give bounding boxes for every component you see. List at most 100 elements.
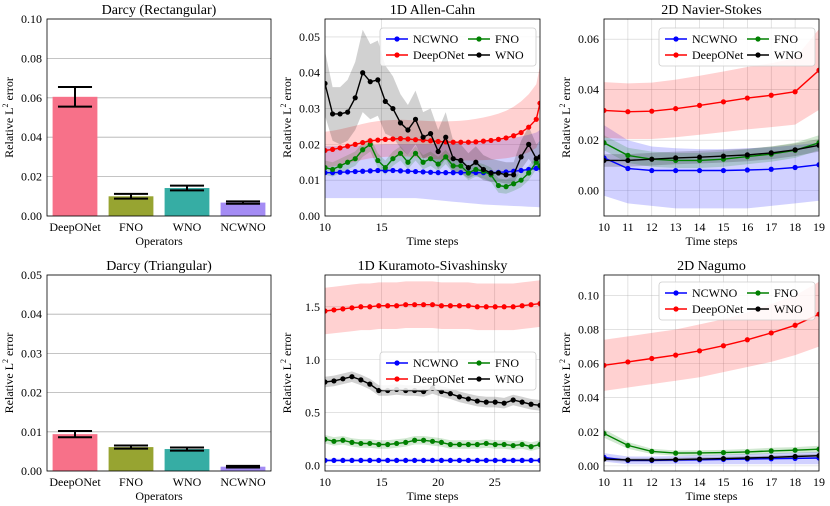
data-point <box>376 457 382 464</box>
x-tick-label: 19 <box>813 475 825 489</box>
data-point <box>696 456 703 462</box>
data-point <box>483 440 489 447</box>
data-point <box>625 165 631 172</box>
data-point <box>604 362 607 368</box>
data-point <box>397 168 404 174</box>
y-tick-label: 0.02 <box>578 425 599 439</box>
data-point <box>345 159 351 165</box>
data-point <box>325 80 328 87</box>
y-tick-label: 0.08 <box>21 51 42 65</box>
data-point <box>528 401 534 407</box>
chart-title: 2D Nagumo <box>677 259 746 274</box>
confidence-band <box>325 29 540 184</box>
data-point <box>385 457 391 464</box>
data-point <box>394 440 400 447</box>
y-tick-label: 0.03 <box>21 346 42 360</box>
legend-marker <box>755 306 761 312</box>
legend: NCWNO FNO DeepONet WNO <box>379 27 537 67</box>
x-tick-label: 25 <box>489 475 501 489</box>
data-point <box>420 134 426 140</box>
data-point <box>510 442 516 449</box>
plot-frame <box>324 274 541 472</box>
data-point <box>443 170 449 176</box>
data-point <box>768 448 774 454</box>
data-point <box>792 447 798 453</box>
plot-frame <box>46 274 272 472</box>
data-point <box>816 67 819 73</box>
y-axis-label: Relative L2 error <box>558 333 573 414</box>
x-tick-label: 10 <box>598 475 610 489</box>
data-point <box>537 154 540 160</box>
x-tick-label: 10 <box>319 475 331 489</box>
legend-box <box>658 281 816 321</box>
data-point <box>518 177 524 183</box>
x-tick-label: WNO <box>173 220 202 234</box>
chart-title: Darcy (Rectangular) <box>102 3 217 18</box>
legend-label: WNO <box>774 48 803 62</box>
data-point <box>696 450 703 456</box>
x-tick-label: FNO <box>119 475 143 489</box>
data-point <box>465 170 471 176</box>
data-point <box>537 301 540 307</box>
x-tick-label: 20 <box>432 475 444 489</box>
legend-marker <box>476 376 482 382</box>
data-point <box>352 141 358 147</box>
data-point <box>427 169 434 175</box>
y-tick-label: 0.04 <box>299 66 320 80</box>
data-point <box>420 302 427 308</box>
data-point <box>375 157 381 164</box>
data-point <box>816 142 819 148</box>
chart-panel: 10 11 12 13 14 15 16 17 18 19 0.00 0.02 0.04 0.06 NCWN… <box>578 3 825 248</box>
data-point <box>325 436 328 442</box>
data-point <box>337 163 343 169</box>
data-point <box>510 457 516 464</box>
data-point <box>720 153 727 159</box>
y-tick-label: 0.5 <box>305 406 320 420</box>
x-tick-label: 13 <box>670 220 682 234</box>
data-point <box>352 156 358 162</box>
data-point <box>528 457 534 464</box>
bar <box>164 449 210 471</box>
data-point <box>429 457 436 464</box>
data-point <box>397 136 404 142</box>
data-point <box>625 152 631 158</box>
data-point <box>528 302 534 308</box>
data-point <box>337 111 343 117</box>
data-point <box>412 457 418 464</box>
data-point <box>367 304 373 310</box>
data-point <box>450 156 456 162</box>
data-point <box>376 303 382 309</box>
legend-marker <box>755 52 761 58</box>
data-point <box>696 167 703 174</box>
data-point <box>450 163 456 169</box>
data-point <box>435 148 441 155</box>
legend-marker <box>755 36 761 42</box>
data-point <box>349 439 355 445</box>
legend: NCWNO FNO DeepONet WNO <box>658 27 816 67</box>
data-point <box>458 170 464 176</box>
data-point <box>337 145 343 151</box>
data-point <box>340 437 346 443</box>
y-tick-label: 0.10 <box>21 12 42 26</box>
data-point <box>495 182 502 189</box>
data-point <box>349 374 355 380</box>
legend-marker <box>394 52 400 58</box>
legend-label: NCWNO <box>413 356 459 370</box>
data-point <box>474 398 480 404</box>
data-point <box>412 137 419 143</box>
data-point <box>503 184 509 190</box>
series-line <box>604 142 819 162</box>
data-point <box>792 89 798 95</box>
y-tick-label: 0.04 <box>578 83 599 97</box>
data-point <box>503 172 509 178</box>
data-point <box>412 168 419 175</box>
data-point <box>792 147 798 153</box>
data-point <box>394 457 400 464</box>
y-axis-label: Relative L2 error <box>558 77 573 158</box>
data-point <box>427 131 434 137</box>
x-tick-label: 16 <box>741 475 753 489</box>
y-tick-label: 0.04 <box>578 391 599 405</box>
data-point <box>390 136 396 142</box>
y-tick-label: 0.02 <box>21 170 42 184</box>
data-point <box>537 100 540 106</box>
